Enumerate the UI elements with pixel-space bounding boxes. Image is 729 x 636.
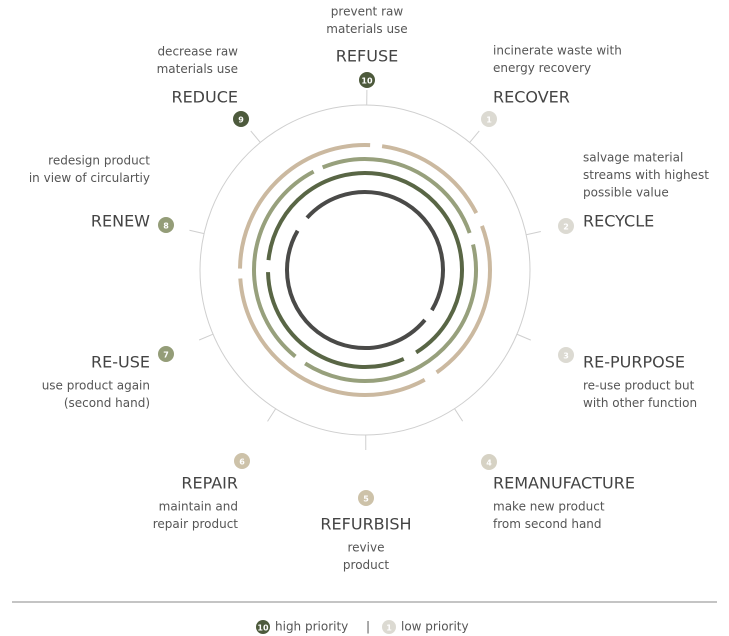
node-description: re-use product but [583,379,695,393]
node-description: product [343,558,389,572]
legend-number: 1 [386,624,392,633]
ring-green [209,114,522,427]
priority-number: 10 [361,77,373,86]
node-description: use product again [42,379,150,393]
tick [517,334,531,340]
ring-dark-green [232,137,497,402]
ring-tan [240,145,490,395]
node-description: prevent raw [331,5,404,19]
node-title: RE-USE [91,353,150,372]
node-description: in view of circulartiy [29,171,150,185]
node-description: (second hand) [64,396,150,410]
node-description: incinerate waste with [493,44,622,58]
priority-number: 7 [163,351,169,360]
tick [526,232,541,235]
node-description: salvage material [583,151,683,165]
node-title: REMANUFACTURE [493,474,635,493]
node-description: with other function [583,396,697,410]
tick [199,334,213,340]
node-title: REDUCE [171,88,238,107]
node-description: maintain and [159,500,238,514]
node-title: REFUSE [336,47,398,66]
node-title: RECOVER [493,88,570,107]
tick [251,131,261,143]
priority-number: 9 [238,116,244,125]
node-description: materials use [326,22,407,36]
priority-number: 6 [239,458,245,467]
node-description: possible value [583,186,669,200]
node-title: RE-PURPOSE [583,353,685,372]
tick [268,409,276,422]
node-description: redesign product [48,154,150,168]
legend-separator: | [366,620,370,634]
legend-number: 10 [257,624,269,633]
tick [470,131,480,143]
legend-label: high priority [275,620,348,634]
diagram: 10REFUSEprevent rawmaterials use1RECOVER… [0,0,729,636]
node-description: streams with highest [583,168,709,182]
legend-label: low priority [401,620,469,634]
node-description: decrease raw [157,45,238,59]
node-description: make new product [493,500,605,514]
node-title: RENEW [91,212,150,231]
priority-number: 5 [363,495,369,504]
priority-number: 8 [163,222,169,231]
node-description: from second hand [493,517,602,531]
node-title: REFURBISH [320,515,411,534]
tick [455,409,463,422]
priority-number: 1 [486,116,492,125]
ring-dark [275,180,456,361]
node-description: revive [348,541,385,555]
node-title: RECYCLE [583,212,654,231]
priority-number: 4 [486,459,492,468]
node-description: materials use [157,62,238,76]
node-description: energy recovery [493,61,591,75]
outer-circle [200,105,530,435]
node-description: repair product [153,517,239,531]
node-title: REPAIR [181,474,238,493]
priority-number: 2 [563,223,569,232]
tick [189,230,204,233]
priority-number: 3 [563,352,569,361]
